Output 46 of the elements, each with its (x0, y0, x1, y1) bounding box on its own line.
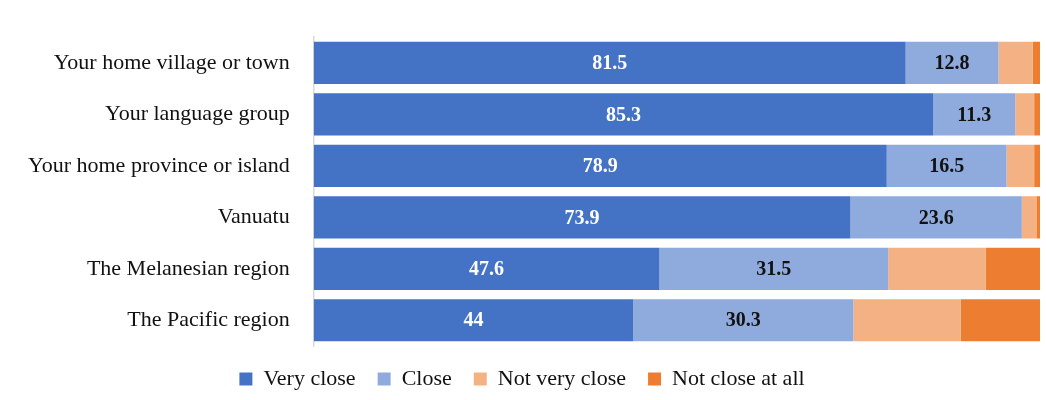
bar (1006, 144, 1035, 187)
bar (659, 247, 889, 290)
data-label: 31.5 (756, 256, 792, 279)
bar (1034, 93, 1040, 136)
data-label: 30.3 (725, 308, 761, 331)
y-tick-label: The Melanesian region (86, 254, 290, 280)
y-tick-label: Vanuatu (217, 203, 290, 229)
bar (888, 247, 986, 290)
bar (998, 41, 1033, 85)
y-tick-label: Your home province or island (28, 151, 290, 177)
y-tick-label: The Pacific region (127, 306, 290, 332)
bar (905, 41, 999, 85)
bar (1032, 41, 1040, 85)
bar (985, 247, 1040, 290)
data-label: 11.3 (957, 102, 992, 125)
bar (933, 93, 1016, 136)
bar (850, 196, 1022, 239)
bar (313, 41, 906, 85)
bar (1021, 196, 1037, 239)
bar (633, 299, 854, 342)
y-tick-label: Your language group (104, 100, 290, 126)
bar (886, 144, 1007, 187)
data-label: 73.9 (564, 205, 600, 228)
bar (1034, 144, 1040, 187)
legend-label: Not close at all (672, 364, 805, 390)
data-label: 81.5 (592, 51, 628, 74)
data-label: 12.8 (934, 51, 970, 74)
bar (1036, 196, 1040, 239)
data-label: 16.5 (929, 154, 965, 177)
data-label: 47.6 (469, 256, 505, 279)
legend-label: Close (401, 364, 452, 390)
data-label: 44 (463, 308, 484, 331)
data-label: 85.3 (605, 102, 641, 125)
bar (313, 93, 934, 136)
bar (313, 196, 851, 239)
legend-label: Not very close (497, 364, 627, 390)
bar (960, 299, 1040, 342)
data-label: 23.6 (918, 205, 954, 228)
legend-label: Very close (263, 364, 356, 390)
bar (1015, 93, 1035, 136)
bar (313, 299, 634, 342)
y-tick-label: Your home village or town (53, 48, 290, 74)
bar (853, 299, 961, 342)
bar (313, 144, 887, 187)
data-label: 78.9 (582, 154, 618, 177)
bar (313, 247, 660, 290)
